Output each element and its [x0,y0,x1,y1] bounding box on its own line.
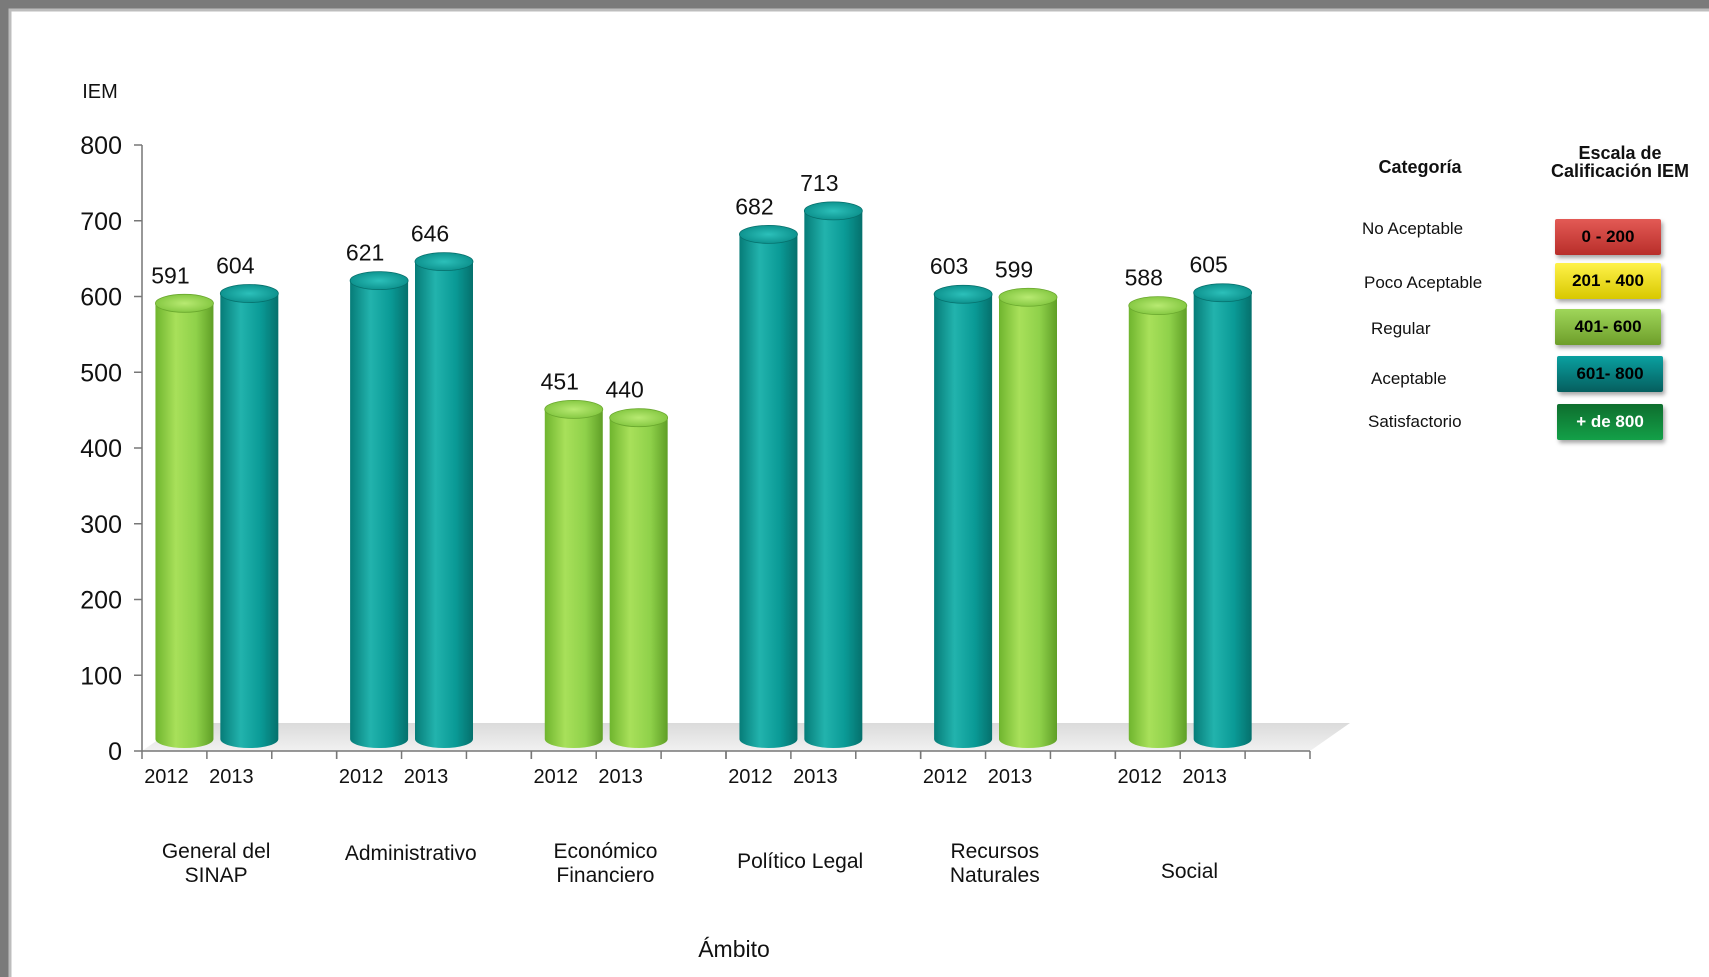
legend-category-aceptable: Aceptable [1371,369,1447,388]
bar-cap [349,271,409,290]
bar-value-label: 603 [930,253,968,279]
bar-cap [1128,296,1188,315]
legend-swatch-over-800: + de 800 [1557,404,1663,440]
x-group-label: General del [162,840,271,863]
labels: 0 100 200 300 400 500 600 700 800 IEM 591 2012 604 20… [80,81,1228,962]
x-year-label: 2013 [793,766,838,788]
bar-2012-1 [350,280,409,748]
x-year-label: 2013 [1182,766,1227,788]
x-year-label: 2013 [988,766,1033,788]
bar-value-label: 713 [800,170,838,196]
x-year-label: 2012 [1118,766,1163,788]
bar-2012-5 [1128,305,1187,748]
x-group-label: SINAP [185,864,248,887]
x-group-label: Social [1161,860,1218,883]
legend-scale-header: Escala de Calificación IEM [1540,144,1700,180]
y-tick-label: 200 [80,587,122,615]
x-year-label: 2012 [144,766,189,788]
y-tick-label: 100 [80,662,122,690]
bar-value-label: 440 [605,377,643,403]
bar-2012-3 [739,234,798,748]
x-axis-title: Ámbito [698,936,770,962]
x-year-label: 2013 [404,766,449,788]
bar-cap [803,201,863,221]
y-tick-label: 800 [80,132,122,160]
x-group-label: Financiero [556,864,654,887]
bar-cap [544,399,604,419]
x-year-label: 2012 [728,766,773,788]
x-group-label: Naturales [950,864,1040,887]
x-group-label: Político Legal [737,850,863,873]
x-year-label: 2012 [923,766,968,788]
y-tick-label: 300 [80,511,122,539]
bar-cap [155,293,214,313]
bar-cap [933,284,993,304]
x-year-label: 2013 [209,766,254,788]
legend-swatch-401-600: 401- 600 [1555,309,1661,345]
bars [155,201,1253,749]
bar-cap [414,252,474,272]
legend-category-poco-aceptable: Poco Aceptable [1364,273,1483,292]
bar-2012-0 [155,303,214,748]
legend-category-header: Categoría [1378,157,1462,177]
bar-value-label: 451 [541,368,579,394]
legend-category-satisfactorio: Satisfactorio [1368,412,1462,431]
bar-2013-1 [415,261,473,748]
y-tick-label: 0 [108,738,122,766]
bar-value-label: 599 [995,256,1033,282]
bar-cap [219,284,279,303]
bar-2013-5 [1193,292,1252,748]
bar-cap [1193,283,1253,303]
x-group-label: Económico [554,840,658,863]
bar-value-label: 682 [735,193,773,219]
bar-2013-0 [220,293,279,748]
bar-2013-2 [609,417,668,748]
bar-value-label: 591 [151,262,189,288]
y-axis-title: IEM [82,81,118,103]
bar-value-label: 604 [216,252,255,278]
legend-scale-header-line2: Calificación IEM [1550,161,1690,181]
bar-2012-4 [934,294,993,748]
y-tick-label: 600 [80,284,122,312]
bar-2013-3 [804,210,863,749]
x-group-label: Administrativo [345,842,477,865]
bar-value-label: 646 [411,221,449,247]
bar-cap [998,287,1058,307]
bar-value-label: 621 [346,240,384,266]
x-year-label: 2013 [598,766,643,788]
legend-swatch-201-400: 201 - 400 [1555,263,1661,299]
x-year-label: 2012 [339,766,384,788]
y-tick-label: 700 [80,208,122,236]
x-year-label: 2012 [534,766,579,788]
bar-cap [609,408,669,428]
bar-value-label: 605 [1189,252,1227,278]
legend-category-no-aceptable: No Aceptable [1362,219,1464,238]
legend-category-regular: Regular [1371,319,1431,338]
legend-swatch-0-200: 0 - 200 [1555,219,1661,255]
y-tick-label: 500 [80,359,122,387]
legend-swatch-601-800: 601- 800 [1557,356,1663,392]
bar-value-label: 588 [1125,265,1163,291]
x-group-label: Recursos [950,840,1039,863]
legend-scale-header-line1: Escala de [1578,143,1662,163]
bar-2013-4 [999,297,1057,748]
y-tick-label: 400 [80,435,122,463]
bar-cap [739,224,798,244]
bar-2012-2 [544,409,603,748]
